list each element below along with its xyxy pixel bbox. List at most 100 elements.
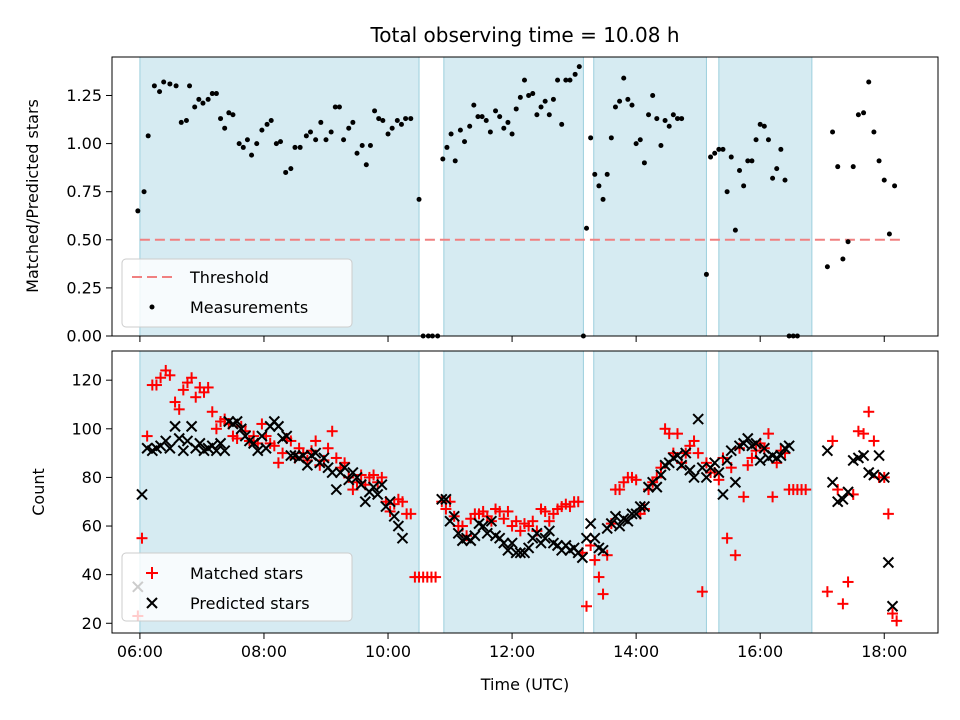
measurement-point	[588, 135, 594, 141]
measurement-point	[389, 125, 395, 131]
predicted-star-point	[708, 457, 721, 469]
measurement-point	[732, 227, 738, 233]
matched-star-point	[671, 428, 683, 440]
matched-star-point	[141, 430, 153, 442]
observing-window-band	[593, 56, 707, 337]
predicted-star-point	[713, 466, 725, 479]
predicted-star-point	[384, 496, 396, 508]
predicted-star-point	[376, 478, 388, 491]
predicted-star-point	[169, 420, 181, 433]
measurement-point	[538, 104, 544, 110]
measurement-point	[493, 108, 499, 114]
matched-star-point	[277, 447, 289, 459]
count-y-tick-label: 20	[82, 614, 102, 633]
measurement-point	[509, 131, 515, 137]
predicted-star-point	[481, 527, 493, 540]
measurement-point	[617, 98, 623, 104]
predicted-star-point	[721, 454, 733, 467]
measurement-point	[380, 117, 386, 123]
measurement-point	[654, 116, 660, 122]
predicted-star-point	[160, 435, 172, 447]
measurement-point	[737, 168, 743, 174]
measurement-point	[650, 92, 656, 98]
count-y-axis-label: Count	[29, 468, 48, 516]
measurement-point	[354, 150, 360, 156]
predicted-star-point	[185, 420, 198, 433]
predicted-star-point	[882, 556, 895, 569]
measurement-point	[782, 177, 788, 183]
measurement-point	[372, 108, 378, 114]
matched-star-point	[738, 491, 750, 503]
predicted-star-point	[605, 517, 618, 530]
matched-star-point	[887, 608, 899, 620]
predicted-star-point	[634, 500, 646, 513]
ratio-panel-frame	[111, 56, 939, 337]
measurement-point	[835, 164, 841, 170]
predicted-star-point	[281, 430, 293, 442]
measurement-point	[703, 271, 709, 277]
measurement-point	[830, 129, 836, 135]
measurement-point	[350, 119, 356, 125]
predicted-star-point	[260, 442, 272, 454]
predicted-star-point	[584, 517, 597, 530]
matched-star-point	[832, 484, 844, 496]
measurement-point	[187, 83, 193, 89]
measurement-point	[716, 146, 722, 152]
predicted-star-point	[754, 454, 766, 467]
predicted-star-point	[514, 547, 527, 559]
observing-window-band	[593, 350, 707, 634]
predicted-star-point	[613, 520, 626, 532]
measurement-point	[240, 144, 246, 150]
predicted-star-point	[326, 466, 338, 479]
measurement-point	[244, 137, 250, 143]
matched-star-point	[721, 532, 733, 544]
legend-measurements-label: Measurements	[190, 298, 308, 317]
predicted-star-point	[371, 488, 384, 501]
measurement-point	[209, 91, 215, 97]
predicted-star-point	[700, 471, 713, 484]
matched-star-point	[502, 505, 514, 517]
predicted-star-point	[235, 423, 247, 435]
measurement-point	[517, 94, 523, 100]
measurement-point	[273, 141, 279, 147]
predicted-star-point	[717, 488, 729, 501]
matched-star-point	[190, 391, 202, 403]
matched-star-point	[614, 484, 626, 496]
measurement-point	[708, 154, 714, 160]
x-tick-label: 16:00	[737, 642, 783, 661]
measurement-point	[770, 175, 776, 181]
predicted-star-point	[392, 520, 405, 532]
matched-star-point	[597, 588, 609, 600]
ratio-y-tick-label: 1.25	[66, 86, 102, 105]
measurement-point	[363, 162, 369, 168]
predicted-star-point	[651, 481, 663, 493]
measurement-point	[173, 83, 179, 89]
matched-star-point	[692, 447, 704, 459]
measurement-point	[278, 139, 284, 145]
count-axis-ticks: 20 40 60 80 100 120 06:00 08:00 10:00 12:00 14:00 1…	[71, 371, 907, 661]
matched-star-point	[593, 571, 605, 583]
predicted-star-point	[436, 493, 448, 506]
measurement-point	[592, 171, 598, 177]
measurement-point	[892, 183, 898, 189]
matched-star-point	[882, 508, 894, 520]
legend-predicted-swatch	[146, 597, 158, 609]
measurement-point	[497, 114, 503, 120]
x-axis-label: Time (UTC)	[480, 675, 569, 694]
matched-star-point	[767, 491, 779, 503]
predicted-star-point	[351, 471, 363, 484]
measurement-point	[452, 158, 458, 164]
predicted-star-point	[837, 493, 849, 506]
measurement-point	[855, 112, 861, 118]
matched-star-point	[210, 423, 222, 435]
measurement-point	[292, 144, 298, 150]
ratio-y-tick-label: 1.00	[66, 134, 102, 153]
measurement-point	[213, 91, 219, 97]
measurement-point	[670, 112, 676, 118]
count-y-tick-label: 100	[71, 419, 102, 438]
measurement-point	[720, 146, 726, 152]
measurement-point	[230, 112, 236, 118]
measurement-point	[475, 114, 481, 120]
measurement-point	[161, 79, 167, 85]
predicted-star-point	[842, 486, 854, 498]
